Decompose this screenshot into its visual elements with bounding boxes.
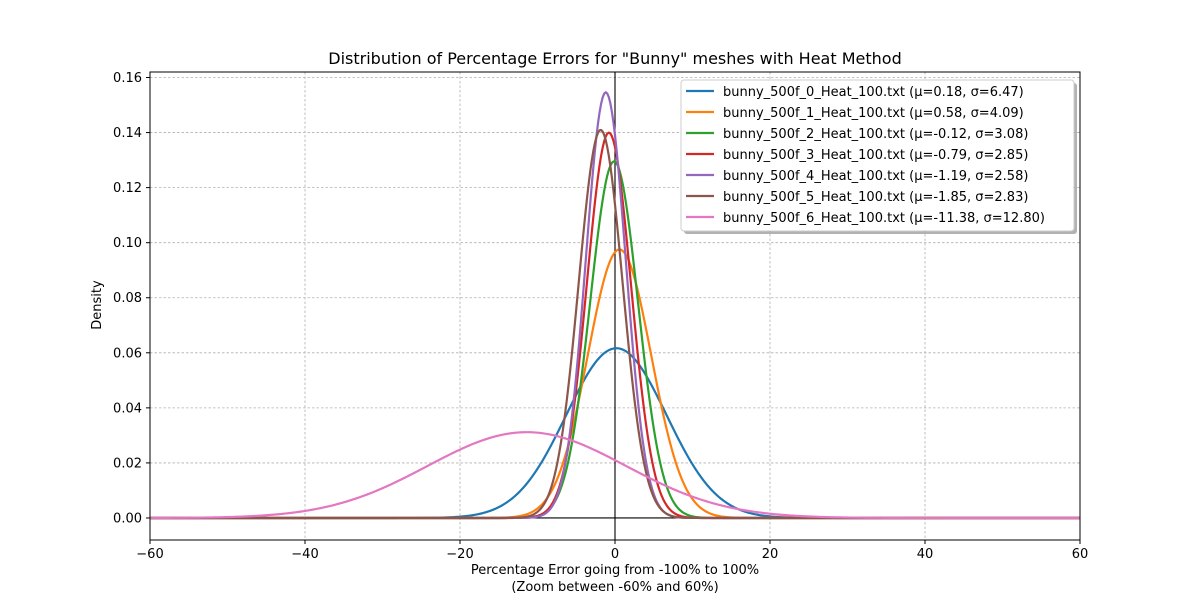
x-tick-label: −20 <box>446 547 473 562</box>
y-tick-label: 0.10 <box>113 236 142 251</box>
x-tick-label: −60 <box>136 547 163 562</box>
y-tick-label: 0.06 <box>113 346 142 361</box>
y-tick-label: 0.04 <box>113 401 142 416</box>
series-line-6 <box>150 431 1080 520</box>
x-tick-label: 40 <box>917 547 934 562</box>
x-tick-label: 60 <box>1072 547 1089 562</box>
chart-title: Distribution of Percentage Errors for "B… <box>328 49 901 68</box>
x-axis-label-line2: (Zoom between -60% and 60%) <box>511 580 718 595</box>
y-tick-label: 0.16 <box>113 71 142 86</box>
y-tick-label: 0.12 <box>113 181 142 196</box>
legend: bunny_500f_0_Heat_100.txt (μ=0.18, σ=6.4… <box>680 79 1077 234</box>
y-axis-label: Density <box>90 280 105 330</box>
x-tick-label: 0 <box>611 547 619 562</box>
legend-label-0: bunny_500f_0_Heat_100.txt (μ=0.18, σ=6.4… <box>723 85 1024 100</box>
plot-series <box>150 91 1080 520</box>
legend-box <box>680 79 1075 232</box>
x-tick-label: 20 <box>762 547 779 562</box>
legend-label-4: bunny_500f_4_Heat_100.txt (μ=-1.19, σ=2.… <box>723 169 1028 184</box>
x-tick-label: −40 <box>291 547 318 562</box>
legend-label-2: bunny_500f_2_Heat_100.txt (μ=-0.12, σ=3.… <box>723 127 1028 142</box>
legend-label-5: bunny_500f_5_Heat_100.txt (μ=-1.85, σ=2.… <box>723 190 1028 205</box>
y-tick-label: 0.14 <box>113 126 142 141</box>
legend-label-3: bunny_500f_3_Heat_100.txt (μ=-0.79, σ=2.… <box>723 148 1028 163</box>
legend-label-6: bunny_500f_6_Heat_100.txt (μ=-11.38, σ=1… <box>723 211 1045 226</box>
x-axis-label-line1: Percentage Error going from -100% to 100… <box>471 563 759 578</box>
legend-label-1: bunny_500f_1_Heat_100.txt (μ=0.58, σ=4.0… <box>723 106 1024 121</box>
y-tick-label: 0.00 <box>113 511 142 526</box>
x-axis-ticks: −60 −40 −20 0 20 40 60 <box>136 540 1088 562</box>
y-tick-label: 0.08 <box>113 291 142 306</box>
y-axis-ticks: 0.00 0.02 0.04 0.06 0.08 0.10 0.12 0.14 0.16 <box>113 71 150 526</box>
y-tick-label: 0.02 <box>113 456 142 471</box>
